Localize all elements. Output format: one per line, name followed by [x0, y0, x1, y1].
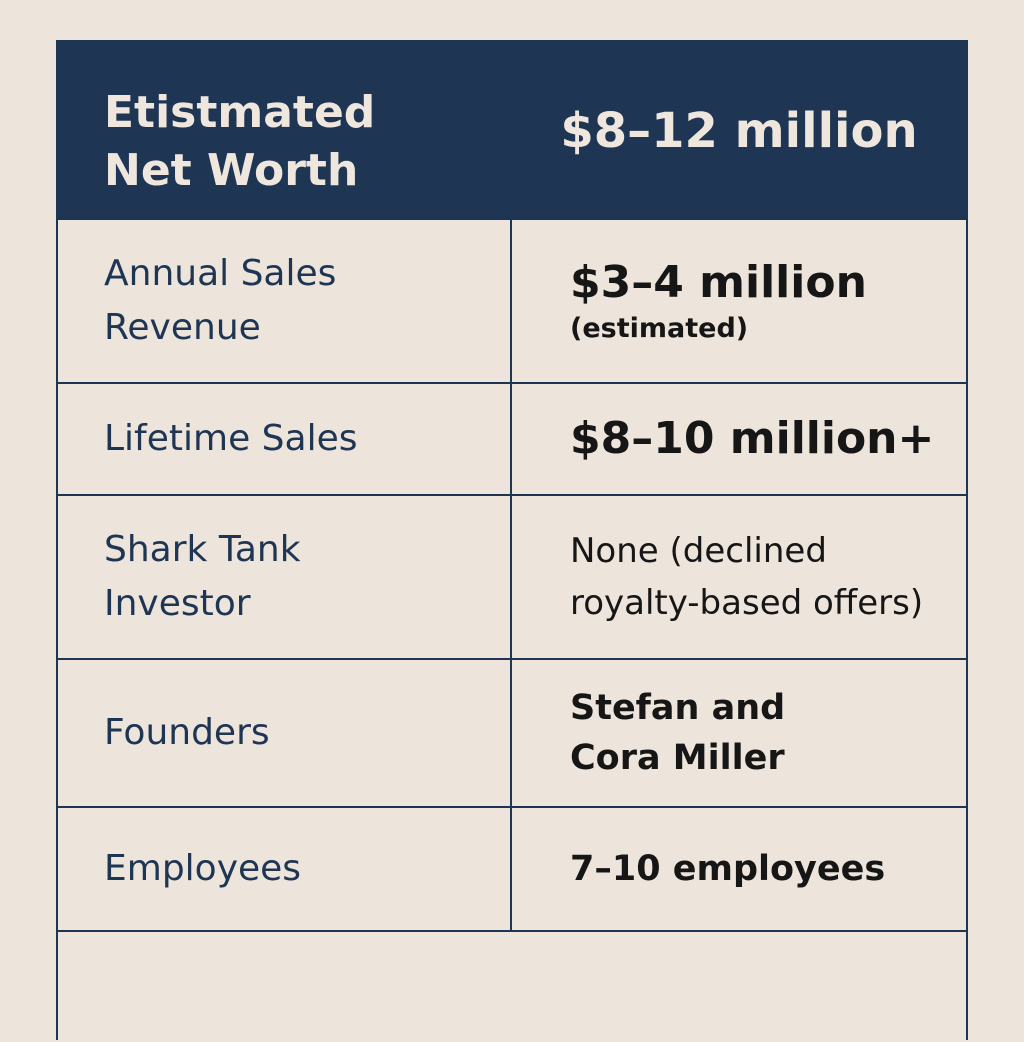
row-value-line2: royalty-based offers) — [570, 583, 924, 623]
row-value-line2: Cora Miller — [570, 738, 785, 778]
header-label-line2: Net Worth — [104, 145, 359, 196]
table-row-founders: Founders Stefan and Cora Miller — [58, 660, 966, 808]
row-label-line1: Lifetime Sales — [104, 418, 358, 459]
table-row-annual-sales: Annual Sales Revenue $3–4 million (estim… — [58, 220, 966, 384]
table-row-shark-tank-investor: Shark Tank Investor None (declined royal… — [58, 496, 966, 660]
row-label: Employees — [58, 808, 512, 930]
row-value-line1: None (declined — [570, 531, 827, 571]
row-label: Shark Tank Investor — [58, 496, 512, 658]
row-label-line1: Founders — [104, 712, 270, 753]
table-row-empty — [58, 932, 966, 1042]
row-label-line2: Revenue — [104, 307, 261, 348]
row-label-line2: Investor — [104, 583, 251, 624]
net-worth-table: Etistmated Net Worth $8–12 million Annua… — [56, 40, 968, 1040]
row-label-line1: Employees — [104, 848, 302, 889]
row-value: None (declined royalty-based offers) — [512, 496, 966, 658]
row-value-line1: $8–10 million+ — [570, 413, 935, 464]
header-label-line1: Etistmated — [104, 87, 376, 138]
row-label-line1: Shark Tank — [104, 529, 301, 570]
table-header-row: Etistmated Net Worth $8–12 million — [58, 42, 966, 220]
row-value: $8–10 million+ — [512, 384, 966, 494]
header-label: Etistmated Net Worth — [104, 84, 484, 200]
row-value: $3–4 million (estimated) — [512, 220, 966, 382]
row-value-line1: $3–4 million — [570, 257, 867, 308]
row-value: Stefan and Cora Miller — [512, 660, 966, 806]
row-value-line1: Stefan and — [570, 688, 786, 728]
row-label-line1: Annual Sales — [104, 253, 337, 294]
header-value: $8–12 million — [560, 103, 918, 159]
row-value: 7–10 employees — [512, 808, 966, 930]
row-label: Lifetime Sales — [58, 384, 512, 494]
row-value-line1: 7–10 employees — [570, 849, 886, 889]
row-value-line2: (estimated) — [570, 313, 749, 344]
row-label: Annual Sales Revenue — [58, 220, 512, 382]
table-row-lifetime-sales: Lifetime Sales $8–10 million+ — [58, 384, 966, 496]
table-row-employees: Employees 7–10 employees — [58, 808, 966, 932]
row-label: Founders — [58, 660, 512, 806]
